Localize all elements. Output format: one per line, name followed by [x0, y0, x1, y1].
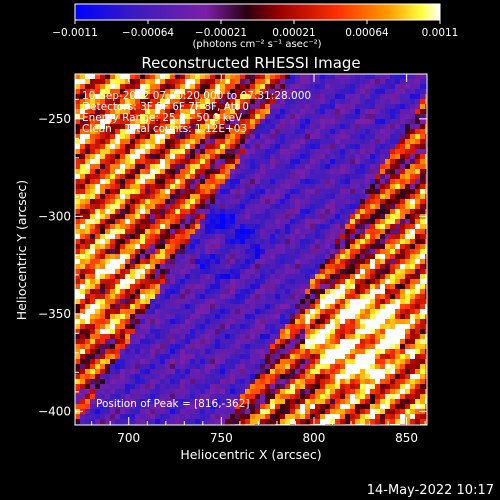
y-axis-label: Heliocentric Y (arcsec): [14, 180, 29, 320]
y-tick-label: −350: [38, 307, 71, 321]
x-axis-label: Heliocentric X (arcsec): [180, 447, 321, 462]
y-axis: −250 −300 −350 −400: [38, 79, 427, 418]
annotation-detectors: Detectors: 3F 5F 6F 7F 8F, Att 0: [82, 101, 249, 113]
colorbar-tick-label: −0.0011: [52, 27, 98, 39]
y-tick-label: −400: [38, 404, 71, 418]
annotation-time: 10-Sep-2012 07:30:20.000 to 07:31:28.000: [82, 90, 311, 102]
colorbar-units: (photons cm⁻² s⁻¹ asec⁻²): [192, 39, 321, 50]
annotation-energy: Energy Range: 25.0 - 50.0 keV: [82, 112, 243, 124]
x-axis: 700 750 800 850: [91, 74, 426, 445]
colorbar: [74, 3, 441, 21]
heatmap: [75, 74, 427, 425]
x-tick-label: 700: [117, 431, 140, 445]
colorbar-tick-label: 0.00021: [272, 27, 315, 39]
y-tick-label: −250: [38, 112, 71, 126]
footer-timestamp: 14-May-2022 10:17: [367, 483, 494, 498]
peak-position-label: Position of Peak = [816,-362]: [96, 398, 250, 410]
y-tick-label: −300: [38, 209, 71, 223]
x-tick-label: 800: [303, 431, 326, 445]
x-tick-label: 850: [395, 431, 418, 445]
colorbar-tick-label: −0.00021: [195, 27, 247, 39]
x-tick-label: 750: [210, 431, 233, 445]
colorbar-tick-label: 0.0011: [422, 27, 459, 39]
colorbar-ticks: −0.0011 −0.00064 −0.00021 0.00021 0.00064 0.0…: [52, 20, 458, 39]
colorbar-tick-label: −0.00064: [122, 27, 175, 39]
plot-frame: [74, 73, 428, 426]
annotation-clean: Clean Total counts: 1.12E+03: [82, 123, 247, 135]
chart-title: Reconstructed RHESSI Image: [141, 54, 360, 72]
colorbar-tick-label: 0.00064: [345, 27, 389, 39]
